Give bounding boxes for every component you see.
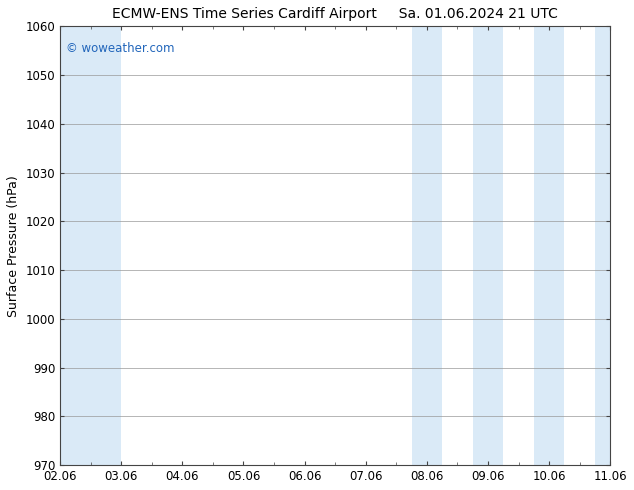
- Title: ECMW-ENS Time Series Cardiff Airport     Sa. 01.06.2024 21 UTC: ECMW-ENS Time Series Cardiff Airport Sa.…: [112, 7, 558, 21]
- Bar: [411, 26, 442, 465]
- Bar: [595, 26, 611, 465]
- Text: © woweather.com: © woweather.com: [65, 42, 174, 55]
- Bar: [60, 26, 121, 465]
- Y-axis label: Surface Pressure (hPa): Surface Pressure (hPa): [7, 175, 20, 317]
- Bar: [534, 26, 564, 465]
- Bar: [473, 26, 503, 465]
